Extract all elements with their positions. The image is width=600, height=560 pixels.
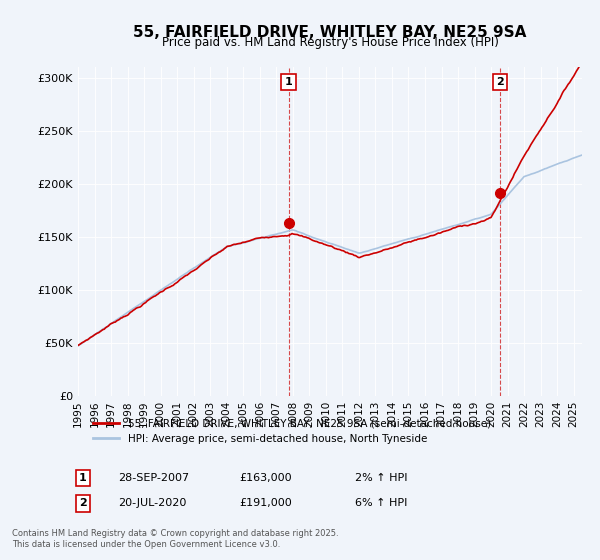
- Text: 2: 2: [496, 77, 504, 87]
- Text: 55, FAIRFIELD DRIVE, WHITLEY BAY, NE25 9SA: 55, FAIRFIELD DRIVE, WHITLEY BAY, NE25 9…: [133, 25, 527, 40]
- Text: Contains HM Land Registry data © Crown copyright and database right 2025.
This d: Contains HM Land Registry data © Crown c…: [12, 529, 338, 549]
- Text: 28-SEP-2007: 28-SEP-2007: [118, 473, 190, 483]
- Text: £191,000: £191,000: [239, 498, 292, 508]
- Text: 1: 1: [285, 77, 293, 87]
- Text: 6% ↑ HPI: 6% ↑ HPI: [355, 498, 407, 508]
- Text: £163,000: £163,000: [239, 473, 292, 483]
- Text: 20-JUL-2020: 20-JUL-2020: [118, 498, 187, 508]
- Text: 2% ↑ HPI: 2% ↑ HPI: [355, 473, 408, 483]
- Legend: 55, FAIRFIELD DRIVE, WHITLEY BAY, NE25 9SA (semi-detached house), HPI: Average p: 55, FAIRFIELD DRIVE, WHITLEY BAY, NE25 9…: [88, 413, 496, 450]
- Text: Price paid vs. HM Land Registry's House Price Index (HPI): Price paid vs. HM Land Registry's House …: [161, 36, 499, 49]
- Text: 1: 1: [79, 473, 87, 483]
- Text: 2: 2: [79, 498, 87, 508]
